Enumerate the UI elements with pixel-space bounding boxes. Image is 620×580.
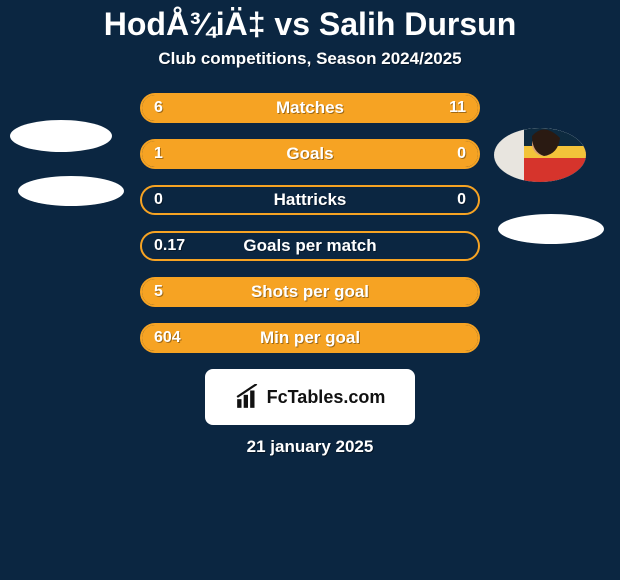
chart-icon: [235, 384, 261, 410]
bar-metric-label: Goals per match: [142, 233, 478, 259]
player-left-avatar-top: [10, 120, 112, 152]
page-title: HodÅ¾iÄ‡ vs Salih Dursun: [0, 0, 620, 43]
bar-metric-label: Hattricks: [142, 187, 478, 213]
subtitle: Club competitions, Season 2024/2025: [0, 49, 620, 69]
bar-row-matches: 611Matches: [140, 93, 480, 123]
bar-row-shots-per-goal: 5Shots per goal: [140, 277, 480, 307]
bar-row-goals: 10Goals: [140, 139, 480, 169]
date-label: 21 january 2025: [0, 437, 620, 457]
comparison-bars: 611Matches 10Goals 00Hattricks 0.17Goals pe…: [140, 93, 480, 353]
source-badge-text: FcTables.com: [267, 387, 386, 408]
source-badge: FcTables.com: [205, 369, 415, 425]
bar-metric-label: Min per goal: [142, 325, 478, 351]
player-right-avatar-photo: [494, 128, 586, 182]
player-right-avatar-bottom: [498, 214, 604, 244]
bar-metric-label: Shots per goal: [142, 279, 478, 305]
bar-row-goals-per-match: 0.17Goals per match: [140, 231, 480, 261]
bar-metric-label: Goals: [142, 141, 478, 167]
bar-metric-label: Matches: [142, 95, 478, 121]
bar-row-hattricks: 00Hattricks: [140, 185, 480, 215]
bar-row-min-per-goal: 604Min per goal: [140, 323, 480, 353]
player-left-avatar-bottom: [18, 176, 124, 206]
